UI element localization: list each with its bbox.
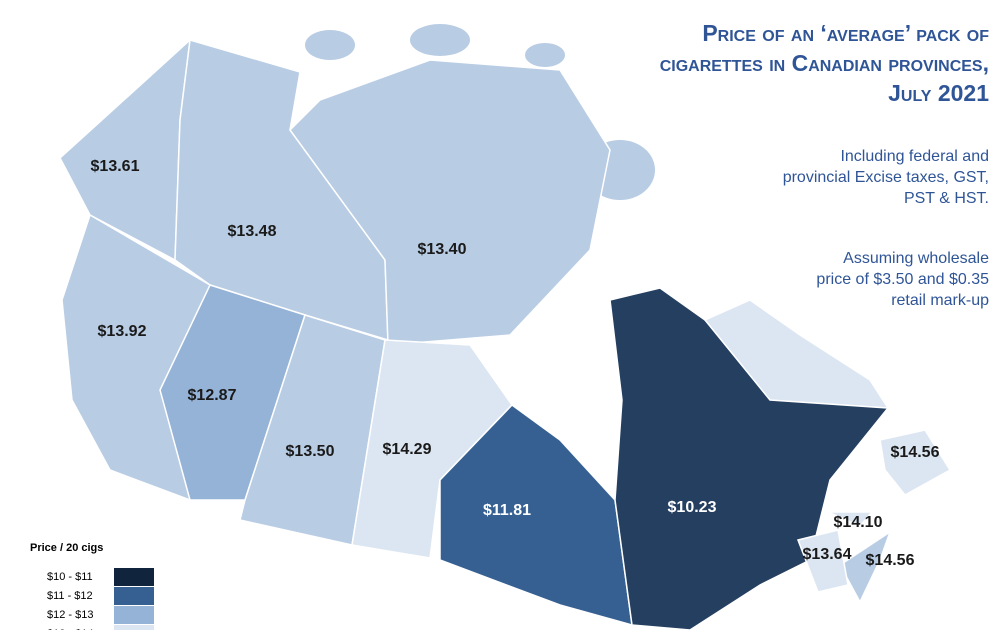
region — [839, 530, 892, 604]
region-label: $13.50 — [286, 443, 335, 460]
legend-label: $10 - $11 — [47, 571, 93, 583]
region-label: $14.29 — [383, 441, 432, 458]
region-label: $14.56 — [891, 444, 940, 461]
island — [305, 30, 355, 60]
note: Assuming wholesale price of $3.50 and $0… — [816, 250, 989, 309]
region-label: $14.56 — [866, 552, 915, 569]
region — [59, 38, 191, 262]
region — [439, 404, 633, 627]
legend-swatch — [114, 606, 154, 624]
region — [289, 59, 611, 346]
region-label: $12.87 — [188, 387, 237, 404]
region-label: $11.81 — [483, 502, 531, 519]
legend-title: Price / 20 cigs — [30, 542, 103, 554]
legend-swatch — [114, 587, 154, 605]
region — [827, 511, 874, 527]
legend-label: $12 - $13 — [47, 609, 93, 621]
legend-swatch — [114, 625, 154, 630]
region-label: $13.64 — [803, 546, 852, 563]
legend-label: $11 - $12 — [47, 590, 93, 602]
region — [239, 314, 386, 546]
region — [703, 299, 890, 409]
region — [879, 429, 952, 496]
island — [525, 43, 565, 67]
region-label: $13.48 — [228, 223, 277, 240]
region-label: $10.23 — [668, 499, 717, 516]
region-label: $14.10 — [834, 514, 883, 531]
title: Price of an ‘average’ pack of cigarettes… — [659, 20, 989, 106]
region-label: $13.92 — [98, 323, 147, 340]
region-label: $13.40 — [418, 241, 467, 258]
note: Including federal and provincial Excise … — [782, 148, 989, 207]
legend-label: $13 - $14 — [47, 628, 93, 630]
legend-swatch — [114, 568, 154, 586]
region-label: $13.61 — [91, 158, 140, 175]
region — [796, 529, 849, 593]
island — [410, 24, 470, 56]
region — [159, 284, 306, 501]
